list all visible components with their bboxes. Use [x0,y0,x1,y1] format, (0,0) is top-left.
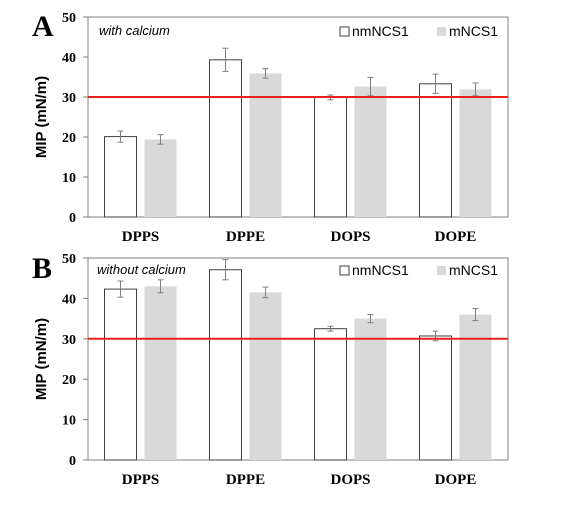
chart-panel-a: A MIP (mN/m) 0 10 20 30 40 50 DPPS DPPE DOPS DOPE wi… [32,10,509,245]
bar-nmncs1-dope [419,83,452,218]
legend-swatch-nmncs1 [339,26,350,37]
panel-letter: A [32,10,54,43]
bar-mncs1-dope [459,89,492,217]
bar-mncs1-dpps [144,286,177,460]
x-category-label: DOPS [330,229,370,245]
chart-panel-b: B MIP (mN/m) 0 10 20 30 40 50 DPPS DPPE DOPS DOPE wi… [32,252,509,488]
legend-swatch-nmncs1 [339,265,350,276]
plot-frame [87,257,509,461]
bar-mncs1-dope [459,314,492,460]
bar-mncs1-dppe [249,292,282,460]
x-category-label: DPPS [122,472,160,488]
bar-nmncs1-dope [419,335,452,461]
bar-nmncs1-dppe [209,269,242,461]
x-category-label: DOPE [435,472,477,488]
panel-letter: B [32,252,52,285]
y-tick-label: 30 [62,91,76,106]
y-tick-label: 50 [62,11,76,26]
x-category-label: DPPE [226,472,265,488]
bar-nmncs1-dpps [104,136,137,218]
x-category-label: DOPS [330,472,370,488]
legend-swatch-mncs1 [437,27,446,36]
y-tick-label: 50 [62,252,76,267]
bar-mncs1-dpps [144,139,177,217]
y-tick-label: 20 [62,131,76,146]
legend-label-nmncs1: nmNCS1 [352,23,409,39]
legend-label-mncs1: mNCS1 [449,23,498,39]
x-category-label: DPPS [122,229,160,245]
y-axis-label: MIP (mN/m) [33,318,50,400]
legend-swatch-mncs1 [437,266,446,275]
y-tick-label: 10 [62,414,76,429]
y-tick-label: 0 [69,454,76,469]
y-tick-label: 10 [62,171,76,186]
panel-title: without calcium [97,262,186,277]
legend-label-mncs1: mNCS1 [449,262,498,278]
bar-nmncs1-dpps [104,288,137,461]
bar-nmncs1-dops [314,328,347,461]
plot-frame [87,16,509,218]
x-category-label: DOPE [435,229,477,245]
bar-nmncs1-dppe [209,59,242,218]
y-tick-label: 40 [62,51,76,66]
bar-mncs1-dops [354,86,387,217]
bar-nmncs1-dops [314,96,347,218]
y-axis-label: MIP (mN/m) [33,76,50,158]
y-tick-label: 0 [69,211,76,226]
bar-mncs1-dppe [249,73,282,218]
y-tick-label: 30 [62,333,76,348]
x-category-label: DPPE [226,229,265,245]
legend-label-nmncs1: nmNCS1 [352,262,409,278]
y-tick-label: 20 [62,373,76,388]
bar-mncs1-dops [354,318,387,460]
y-tick-label: 40 [62,292,76,307]
panel-title: with calcium [99,23,170,38]
